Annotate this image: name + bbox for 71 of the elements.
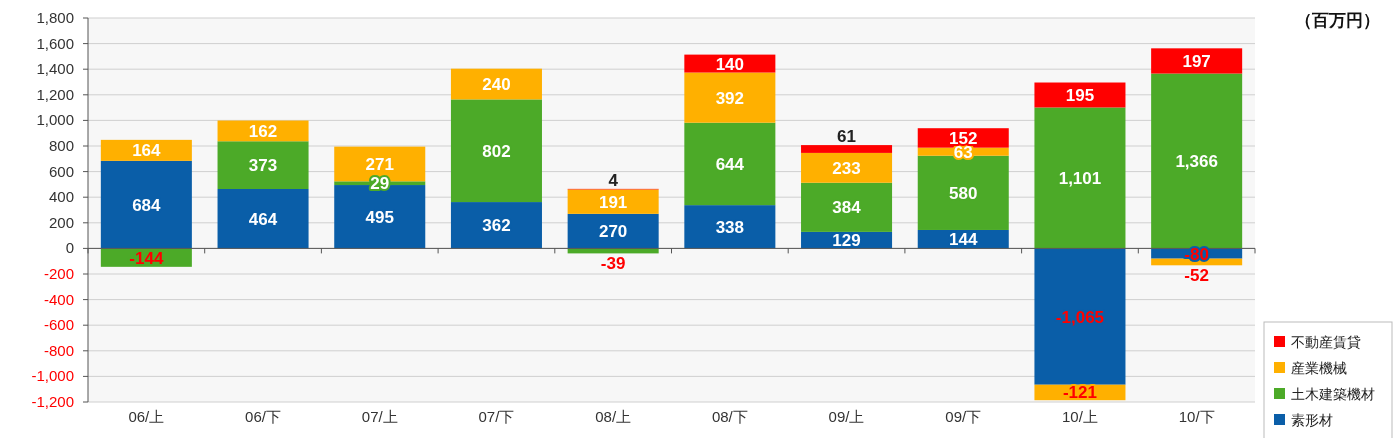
- x-tick-label: 06/下: [245, 408, 281, 425]
- data-label: 338: [715, 217, 745, 237]
- bar: [1034, 107, 1126, 249]
- data-label: 384: [832, 198, 862, 218]
- y-tick-label: 1,400: [36, 60, 74, 78]
- x-tick-label: 06/上: [128, 408, 165, 425]
- data-label: -1,065: [1055, 307, 1105, 327]
- y-tick-label: 600: [48, 162, 74, 180]
- y-tick-label: 1,600: [36, 34, 74, 52]
- data-label: 1,101: [1058, 168, 1102, 188]
- data-label: 373: [248, 156, 278, 176]
- x-tick-label: 08/下: [711, 408, 748, 425]
- data-label: 191: [598, 192, 628, 212]
- y-tick-label: 1,800: [36, 9, 74, 26]
- data-label: 195: [1065, 85, 1095, 105]
- data-label: 392: [715, 88, 745, 108]
- legend-label: 土木建築機材: [1291, 386, 1375, 402]
- data-label: 61: [837, 127, 857, 147]
- y-tick-label: -200: [43, 265, 74, 282]
- x-tick-label: 07/下: [478, 408, 515, 425]
- data-label: 271: [365, 154, 394, 174]
- data-label: 233: [832, 158, 861, 178]
- data-label: 129: [832, 231, 861, 251]
- x-tick-label: 10/下: [1178, 408, 1215, 425]
- y-tick-label: 1,200: [36, 85, 74, 103]
- bar: [684, 122, 776, 206]
- data-label: 644: [715, 154, 745, 174]
- data-label: 1,366: [1175, 151, 1218, 171]
- x-tick-label: 09/上: [828, 408, 865, 425]
- y-tick-label: 200: [48, 213, 74, 231]
- data-label: 464: [248, 209, 278, 229]
- legend-label: 産業機械: [1291, 360, 1347, 376]
- x-tick-label: 08/上: [595, 408, 632, 425]
- data-label: 362: [482, 216, 511, 236]
- x-tick-label: 09/下: [945, 408, 982, 425]
- bar: [217, 189, 309, 249]
- data-label: 580: [949, 183, 978, 203]
- bar: [450, 99, 542, 203]
- data-label: -144: [129, 248, 164, 268]
- data-label: 240: [482, 75, 511, 95]
- y-tick-label: 400: [48, 188, 74, 206]
- data-label: 495: [365, 207, 394, 227]
- data-label: 802: [482, 141, 511, 161]
- y-tick-label: -1,200: [31, 393, 74, 410]
- data-label: 144: [949, 230, 978, 250]
- data-label: 164: [132, 141, 162, 161]
- bar: [1034, 248, 1126, 385]
- data-label: -52: [1184, 266, 1209, 286]
- bar: [801, 145, 893, 153]
- y-tick-label: -400: [43, 290, 74, 308]
- bar: [1151, 73, 1243, 249]
- y-tick-label: -600: [43, 316, 74, 334]
- y-tick-label: -800: [43, 341, 74, 359]
- x-tick-label: 10/上: [1062, 408, 1098, 425]
- y-tick-label: 800: [48, 137, 74, 154]
- data-label: -39: [600, 254, 626, 274]
- legend-label: 不動産賃貸: [1291, 334, 1361, 350]
- data-label: 197: [1182, 51, 1211, 71]
- y-tick-label: 0: [65, 239, 74, 257]
- data-label: 270: [598, 222, 628, 242]
- data-label: 684: [132, 195, 162, 215]
- data-label: 162: [248, 121, 278, 141]
- bar: [100, 160, 192, 249]
- data-label: 140: [715, 54, 745, 74]
- x-tick-label: 07/上: [361, 408, 398, 425]
- y-tick-label: 1,000: [36, 111, 74, 129]
- text: （百万円）: [1295, 11, 1380, 30]
- legend-label: 素形材: [1291, 412, 1333, 428]
- y-tick-label: -1,000: [31, 367, 74, 385]
- data-label: 4: [608, 170, 619, 190]
- data-label: -121: [1062, 383, 1097, 403]
